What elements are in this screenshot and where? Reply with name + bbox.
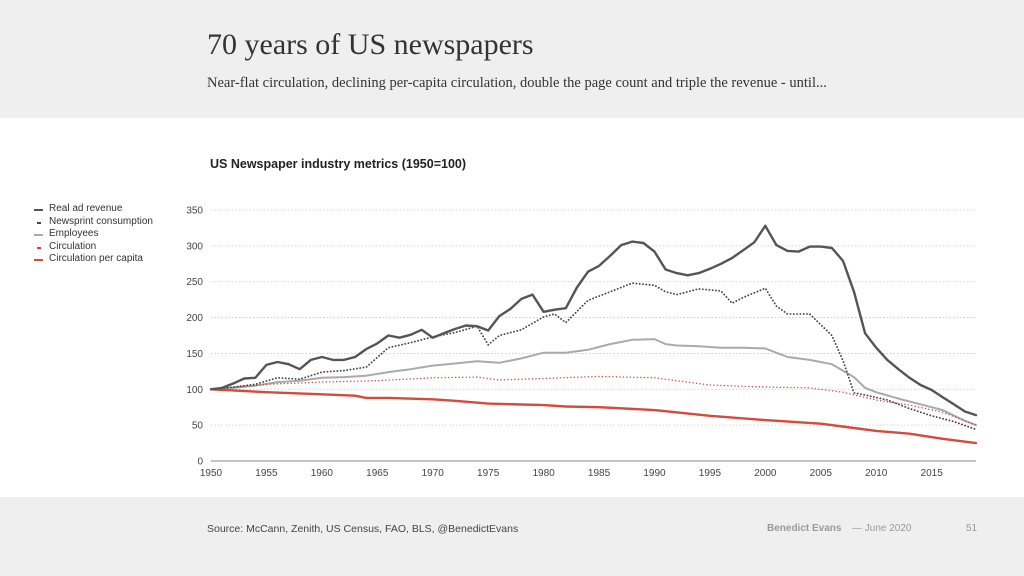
x-tick-label: 2015 xyxy=(921,468,944,479)
legend-item-real-ad-revenue: Real ad revenue xyxy=(34,203,194,216)
chart-title: US Newspaper industry metrics (1950=100) xyxy=(210,157,467,171)
x-tick-label: 2005 xyxy=(810,468,833,479)
y-tick-label: 350 xyxy=(186,206,203,217)
legend-swatch-employees xyxy=(34,234,43,236)
axis-labels: 0 50 100 150 200 250 300 350 1950 1955 1960 1965 197… xyxy=(186,206,943,480)
y-tick-label: 50 xyxy=(192,421,204,432)
legend-label-circulation: Circulation xyxy=(49,240,97,252)
source-note: Source: McCann, Zenith, US Census, FAO, … xyxy=(207,523,519,535)
legend-swatch-real-ad-revenue xyxy=(34,209,43,211)
author-name: Benedict Evans xyxy=(767,523,842,534)
series-line-circulation-per-capita xyxy=(209,388,978,445)
y-tick-label: 250 xyxy=(186,277,203,288)
x-tick-label: 1980 xyxy=(532,468,555,479)
legend-label-newsprint: Newsprint consumption xyxy=(49,215,153,227)
series-lines xyxy=(209,224,978,445)
slide-title: 70 years of US newspapers xyxy=(207,28,534,61)
page-number: 51 xyxy=(966,523,978,534)
chart-legend: Real ad revenue Newsprint consumption Em… xyxy=(34,203,194,266)
x-tick-label: 1955 xyxy=(255,468,278,479)
series-line-real-ad-revenue xyxy=(209,224,978,417)
series-line-circulation xyxy=(210,375,977,426)
slide-subtitle: Near-flat circulation, declining per-cap… xyxy=(207,75,827,91)
x-tick-label: 1985 xyxy=(588,468,611,479)
y-tick-label: 200 xyxy=(186,313,203,324)
legend-label-employees: Employees xyxy=(49,228,99,239)
x-tick-label: 1950 xyxy=(200,468,223,479)
y-tick-label: 300 xyxy=(186,241,203,252)
x-tick-label: 1990 xyxy=(643,468,666,479)
x-tick-label: 1965 xyxy=(366,468,389,479)
header-band xyxy=(0,0,1024,118)
legend-swatch-newsprint xyxy=(37,221,41,224)
legend-swatch-circulation xyxy=(37,246,41,249)
x-tick-label: 2000 xyxy=(754,468,777,479)
grid-lines xyxy=(211,209,976,462)
x-tick-label: 1970 xyxy=(422,468,445,479)
x-tick-label: 2010 xyxy=(865,468,888,479)
legend-label-real-ad-revenue: Real ad revenue xyxy=(49,203,123,214)
legend-item-circulation-per-capita: Circulation per capita xyxy=(34,253,194,266)
footer-band xyxy=(0,497,1024,576)
legend-item-circulation: Circulation xyxy=(34,241,194,254)
y-tick-label: 0 xyxy=(197,457,203,468)
x-tick-label: 1975 xyxy=(477,468,500,479)
y-tick-label: 100 xyxy=(186,385,203,396)
legend-swatch-circulation-per-capita xyxy=(34,259,43,261)
legend-label-circulation-per-capita: Circulation per capita xyxy=(49,253,143,264)
legend-item-employees: Employees xyxy=(34,228,194,241)
y-tick-label: 150 xyxy=(186,349,203,360)
slide-date: — June 2020 xyxy=(852,523,912,534)
series-line-employees xyxy=(210,338,977,427)
x-tick-label: 1960 xyxy=(311,468,334,479)
series-line-newsprint-consumption xyxy=(210,282,977,431)
legend-item-newsprint: Newsprint consumption xyxy=(34,216,194,229)
x-tick-label: 1995 xyxy=(699,468,722,479)
